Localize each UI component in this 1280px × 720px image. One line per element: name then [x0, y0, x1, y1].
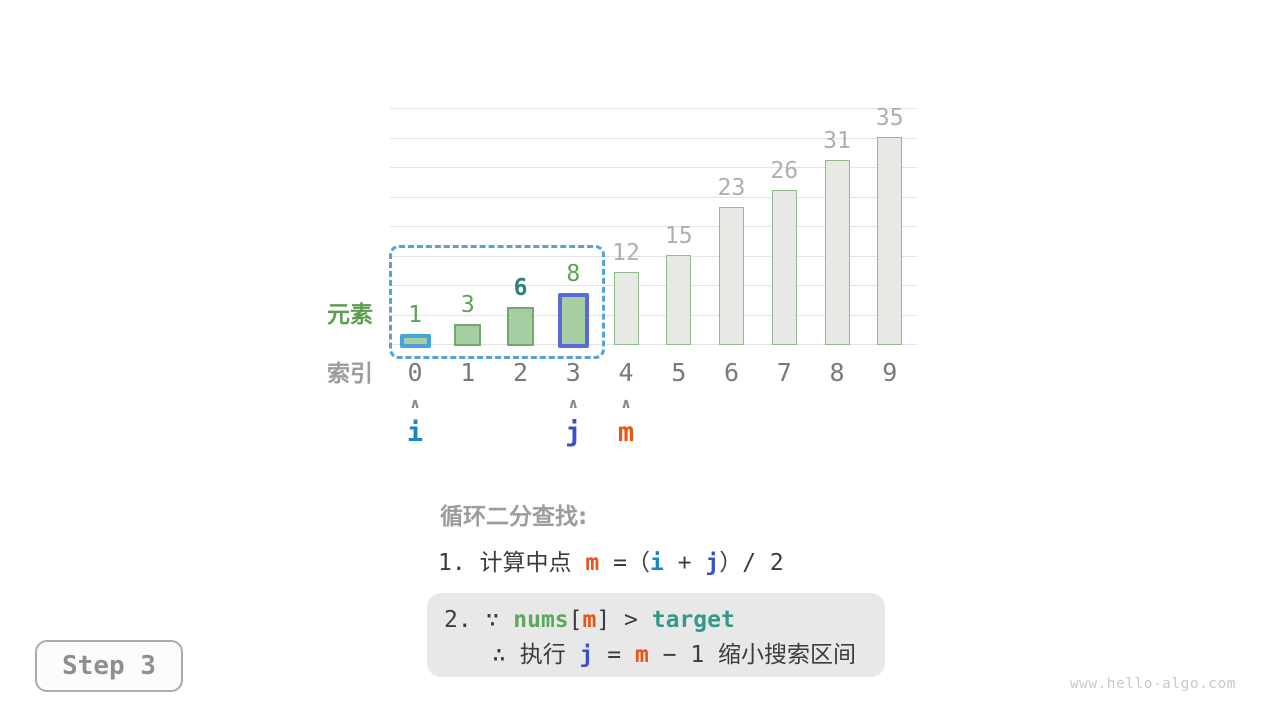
gridline	[390, 108, 917, 109]
pointer-label-i: i	[406, 417, 424, 448]
gridline	[390, 226, 917, 227]
code-text: ）/ 2	[719, 550, 784, 576]
search-range-box	[389, 245, 606, 359]
bar-index-3	[557, 292, 589, 348]
bar-value-label: 6	[513, 274, 528, 301]
index-label: 1	[460, 358, 476, 387]
gridline	[390, 285, 917, 286]
index-label: 2	[512, 358, 529, 387]
gridline	[390, 196, 917, 198]
step-2-condition: 2. ∵ nums[m] > target	[444, 606, 735, 634]
pointer-label-j: j	[565, 417, 582, 448]
gridline	[390, 255, 917, 257]
pointer-caret-j: ∧	[567, 396, 579, 412]
y-axis-label: 元素	[327, 302, 373, 328]
bar-value-label: 23	[717, 175, 746, 202]
code-text: +	[663, 550, 706, 576]
bar-value-label: 8	[566, 260, 581, 287]
index-label: 3	[565, 358, 581, 387]
code-token-m: m	[634, 642, 649, 668]
x-axis-label: 索引	[327, 361, 373, 387]
code-token-j: j	[705, 550, 720, 576]
code-text: ] >	[596, 607, 652, 633]
caption-title: 循环二分查找:	[440, 504, 588, 530]
index-label: 6	[723, 358, 740, 387]
code-token-m: m	[582, 607, 597, 633]
index-label: 8	[829, 358, 845, 387]
bar-index-4	[613, 272, 639, 345]
bar-value-label: 3	[460, 292, 475, 319]
code-text: 1.	[438, 550, 480, 576]
bar-value-label: 12	[612, 240, 640, 267]
step-1-formula: 1. 计算中点 m =（i + j）/ 2	[438, 549, 784, 577]
bar-value-label: 26	[770, 157, 799, 184]
bar-index-1	[454, 324, 482, 346]
index-label: 4	[618, 358, 634, 387]
index-label: 0	[407, 358, 423, 387]
code-text: − 1 缩小搜索区间	[648, 642, 857, 668]
gridline	[390, 344, 917, 345]
code-text: 计算中点	[479, 550, 586, 576]
bar-index-7	[771, 189, 797, 345]
step-badge: Step 3	[35, 640, 183, 692]
code-text: ∴ 执行	[492, 642, 580, 668]
gridline	[390, 314, 917, 316]
code-token-m: m	[585, 550, 600, 576]
code-token-nums: nums	[513, 607, 569, 633]
bar-index-6	[719, 207, 744, 345]
bar-index-9	[877, 136, 903, 345]
code-token-target: target	[651, 607, 735, 633]
bar-value-label: 1	[408, 302, 422, 329]
bar-index-5	[666, 254, 692, 345]
index-label: 7	[776, 358, 792, 387]
index-label: 9	[882, 358, 898, 387]
step-2-action: ∴ 执行 j = m − 1 缩小搜索区间	[492, 641, 856, 669]
code-text: =	[593, 642, 635, 668]
bar-index-2	[507, 306, 534, 346]
bar-value-label: 15	[664, 222, 693, 249]
step-2-note-box: 2. ∵ nums[m] > target ∴ 执行 j = m − 1 缩小搜…	[427, 593, 885, 677]
pointer-caret-m: ∧	[620, 396, 632, 412]
bar-value-label: 35	[875, 104, 904, 131]
code-text: =（	[599, 550, 650, 576]
bar-value-label: 31	[823, 128, 851, 155]
pointer-label-m: m	[617, 417, 635, 448]
code-text: [	[568, 607, 583, 633]
bar-index-8	[824, 160, 850, 345]
code-token-j: j	[579, 642, 594, 668]
index-label: 5	[671, 358, 687, 387]
watermark: www.hello-algo.com	[1069, 676, 1236, 692]
code-text: 2. ∵	[444, 607, 514, 633]
code-token-i: i	[649, 550, 664, 576]
pointer-caret-i: ∧	[409, 396, 421, 412]
gridline	[390, 167, 917, 168]
bar-index-0	[399, 334, 431, 348]
gridline	[390, 137, 917, 139]
